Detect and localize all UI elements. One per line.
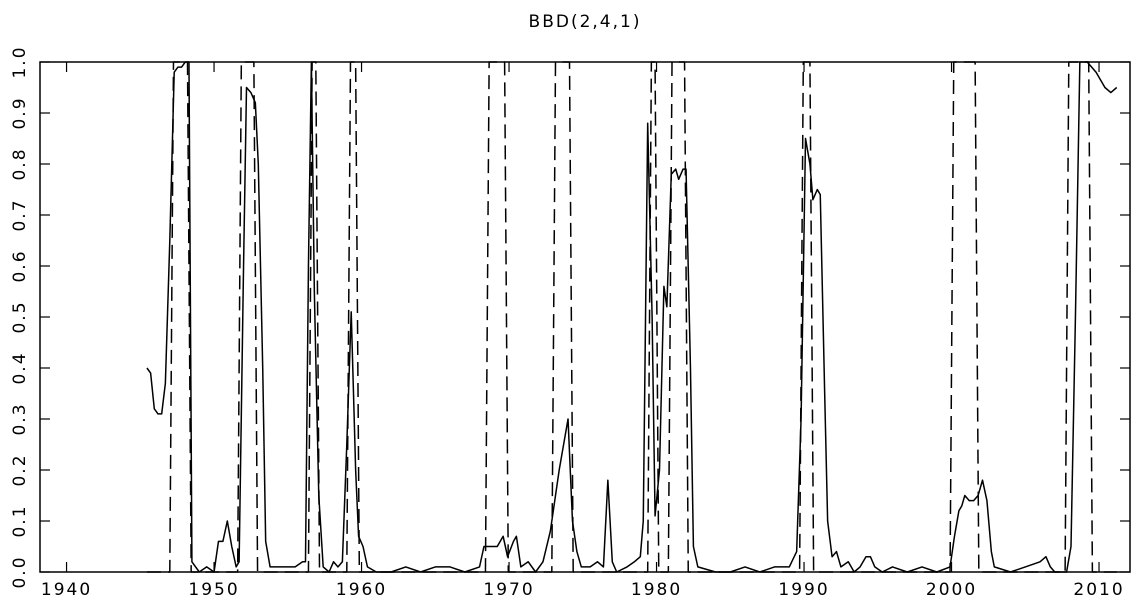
chart-title: BBD(2,4,1): [529, 12, 642, 32]
y-tick-label: 0.5: [10, 300, 30, 333]
y-tick-label: 0.8: [10, 147, 30, 180]
y-tick-label: 0.9: [10, 96, 30, 129]
y-tick-label: 0.6: [10, 249, 30, 282]
x-tick-label: 2000: [926, 580, 977, 600]
y-tick-label: 0.7: [10, 198, 30, 231]
x-tick-label: 1960: [336, 580, 387, 600]
line-series: [146, 61, 1118, 573]
y-tick-label: 0.4: [10, 351, 30, 384]
plot-frame: [39, 61, 1131, 573]
x-tick-label: 1940: [41, 580, 92, 600]
x-tick-label: 1980: [631, 580, 682, 600]
line-series: [146, 61, 1117, 573]
y-tick-label: 0.0: [10, 555, 30, 588]
y-tick-label: 0.2: [10, 453, 30, 486]
y-tick-label: 0.1: [10, 504, 30, 537]
x-tick-label: 1970: [483, 580, 534, 600]
x-tick-label: 2010: [1073, 580, 1124, 600]
x-tick-label: 1990: [778, 580, 829, 600]
y-tick-label: 1.0: [10, 45, 30, 78]
x-tick-label: 1950: [188, 580, 239, 600]
y-tick-label: 0.3: [10, 402, 30, 435]
